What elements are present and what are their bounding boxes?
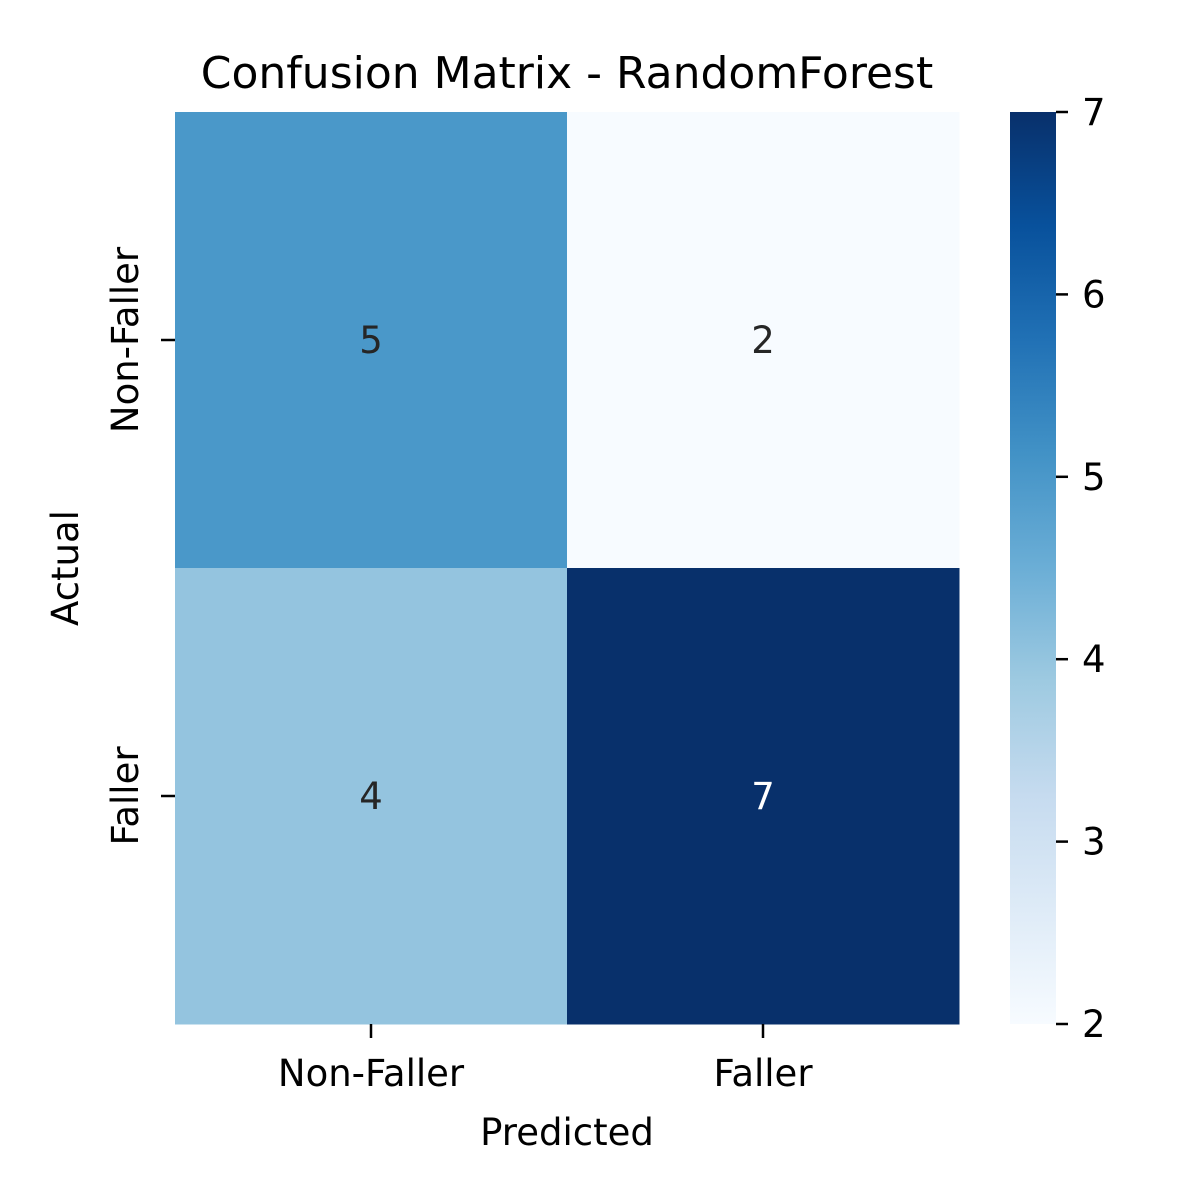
cell-value-label: 7 — [751, 775, 775, 818]
chart-title: Confusion Matrix - RandomForest — [201, 48, 933, 99]
cell-value-label: 2 — [751, 319, 775, 362]
cell-value-label: 5 — [359, 319, 383, 362]
x-tick-label: Non-Faller — [278, 1052, 465, 1095]
x-tick-label: Faller — [713, 1052, 813, 1095]
colorbar-tick-label: 2 — [1082, 1003, 1106, 1046]
colorbar-tick-label: 3 — [1082, 821, 1106, 864]
x-axis: Non-Faller Faller — [278, 1024, 813, 1095]
heatmap-cell — [175, 112, 568, 569]
colorbar-ticks: 2 3 4 5 6 7 — [1056, 91, 1106, 1046]
cell-value-label: 4 — [359, 775, 383, 818]
colorbar-tick-label: 4 — [1082, 638, 1106, 681]
y-tick-label: Faller — [104, 746, 147, 846]
heatmap-cell — [567, 112, 960, 569]
heatmap-cell — [567, 568, 960, 1025]
heatmap-cell — [175, 568, 568, 1025]
cell-annotations: 5 2 4 7 — [359, 319, 775, 818]
x-axis-label: Predicted — [480, 1111, 654, 1154]
colorbar-tick-label: 7 — [1082, 91, 1106, 134]
y-axis-label: Actual — [44, 510, 87, 626]
colorbar — [1010, 112, 1056, 1024]
y-tick-label: Non-Faller — [104, 246, 147, 433]
colorbar-tick-label: 5 — [1082, 456, 1106, 499]
heatmap-cells — [175, 112, 960, 1025]
colorbar-tick-label: 6 — [1082, 273, 1106, 316]
y-axis: Non-Faller Faller — [104, 246, 175, 846]
